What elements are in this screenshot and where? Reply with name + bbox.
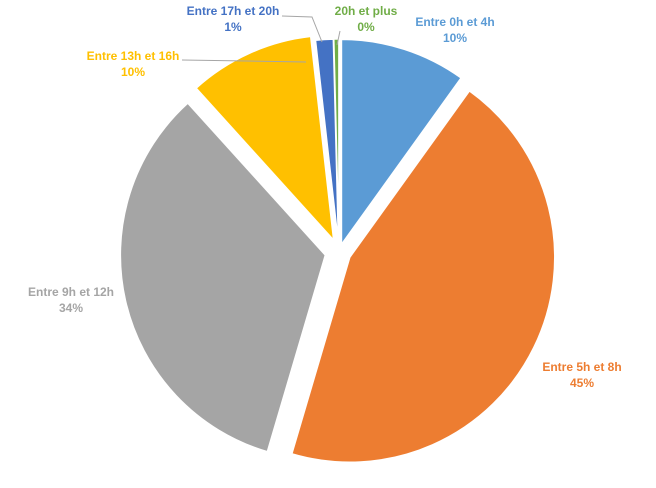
pie-slice: [195, 35, 335, 243]
data-label: Entre 13h et 16h 10%: [87, 49, 180, 79]
data-label-category: 20h et plus: [335, 4, 398, 18]
data-label-category: Entre 0h et 4h: [415, 15, 494, 29]
data-label: Entre 9h et 12h 34%: [28, 285, 114, 315]
pie-slice: [119, 102, 327, 453]
pie-slice: [290, 89, 556, 464]
data-label-percent: 1%: [224, 20, 242, 34]
data-label-percent: 10%: [121, 65, 145, 79]
data-label-category: Entre 9h et 12h: [28, 285, 114, 299]
data-label-category: Entre 13h et 16h: [87, 49, 180, 63]
data-label-category: Entre 17h et 20h: [187, 4, 280, 18]
data-label-percent: 45%: [570, 376, 594, 390]
data-label-percent: 10%: [443, 31, 467, 45]
data-label: 20h et plus 0%: [335, 4, 398, 34]
pie-slice: [340, 38, 463, 247]
data-label-percent: 34%: [59, 301, 83, 315]
data-label-percent: 0%: [357, 20, 375, 34]
leader-line: [281, 15, 323, 43]
leader-line: [181, 59, 307, 63]
pie-slice: [333, 38, 340, 245]
data-label: Entre 17h et 20h 1%: [187, 4, 280, 34]
data-label-category: Entre 5h et 8h: [542, 360, 621, 374]
leader-line: [336, 30, 341, 46]
data-label: Entre 5h et 8h 45%: [542, 360, 621, 390]
data-label: Entre 0h et 4h 10%: [415, 15, 494, 45]
